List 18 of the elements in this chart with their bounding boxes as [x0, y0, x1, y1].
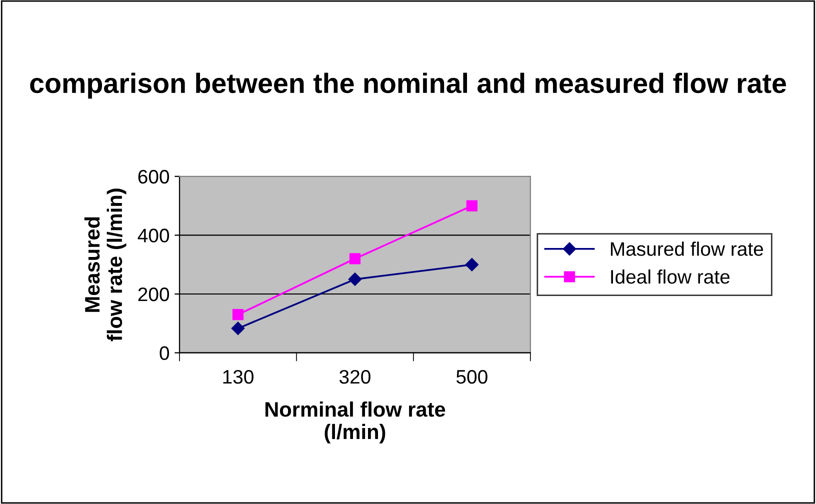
point	[231, 322, 245, 335]
x-axis-title: Norminal flow rate (l/min)	[265, 401, 446, 444]
point	[349, 253, 361, 264]
chart-title: comparison between the nominal and measured flow rate	[30, 72, 786, 99]
legend-label: Ideal flow rate	[611, 269, 730, 284]
point	[348, 272, 362, 286]
legend-label: Masured flow rate	[610, 242, 764, 256]
x-tick-label: 320	[339, 370, 370, 384]
y-tick-label: 0	[160, 346, 170, 360]
y-tick-label: 600	[138, 170, 170, 184]
point	[466, 200, 478, 212]
point	[232, 309, 244, 320]
y-tick-label: 400	[138, 228, 170, 242]
y-axis-title: Measured flow rate (l/min)	[84, 188, 126, 342]
x-tick-label: 500	[456, 370, 488, 384]
x-tick-label: 130	[223, 370, 254, 384]
y-tick-label: 200	[138, 287, 170, 302]
point	[465, 258, 479, 272]
